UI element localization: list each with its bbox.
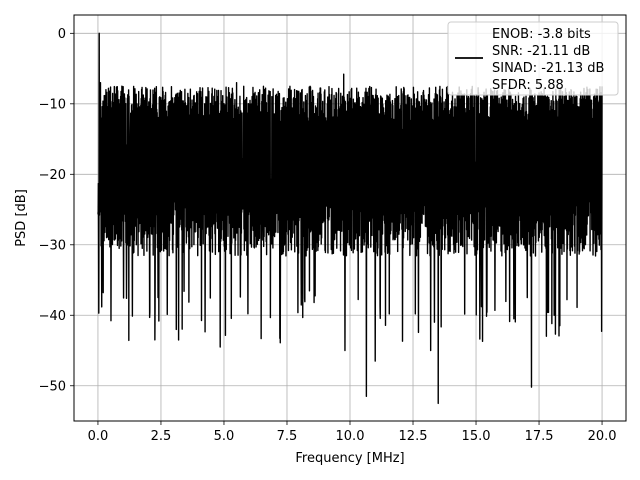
legend-entry: SFDR: 5.88 bbox=[492, 78, 564, 93]
legend-entry: ENOB: -3.8 bits bbox=[492, 27, 591, 42]
legend-entry: SINAD: -21.13 dB bbox=[492, 61, 604, 76]
x-tick-label: 2.5 bbox=[151, 429, 172, 444]
y-tick-label: −40 bbox=[39, 309, 66, 324]
x-tick-label: 15.0 bbox=[462, 429, 491, 444]
y-axis-label: PSD [dB] bbox=[14, 189, 29, 247]
x-tick-label: 12.5 bbox=[399, 429, 428, 444]
x-tick-label: 10.0 bbox=[336, 429, 365, 444]
y-tick-label: −20 bbox=[39, 168, 66, 183]
y-tick-label: −30 bbox=[39, 238, 66, 253]
ticks: 0.0 2.5 5.0 7.5 10.0 12.5 15.0 17.5 20.0 0 −10 −20 −… bbox=[39, 27, 617, 444]
x-tick-label: 5.0 bbox=[214, 429, 235, 444]
legend-entry: SNR: -21.11 dB bbox=[492, 44, 590, 59]
psd-series-line bbox=[97, 32, 603, 405]
legend-frame bbox=[447, 21, 619, 96]
x-tick-label: 7.5 bbox=[277, 429, 298, 444]
x-axis-label: Frequency [MHz] bbox=[295, 451, 404, 466]
x-tick-label: 0.0 bbox=[88, 429, 109, 444]
y-tick-label: −50 bbox=[39, 379, 66, 394]
x-tick-label: 17.5 bbox=[525, 429, 554, 444]
y-tick-label: 0 bbox=[58, 27, 66, 42]
series-layer bbox=[97, 32, 603, 405]
legend: ENOB: -3.8 bits SNR: -21.11 dB SINAD: -2… bbox=[447, 21, 619, 96]
y-tick-label: −10 bbox=[39, 97, 66, 112]
x-tick-label: 20.0 bbox=[588, 429, 617, 444]
